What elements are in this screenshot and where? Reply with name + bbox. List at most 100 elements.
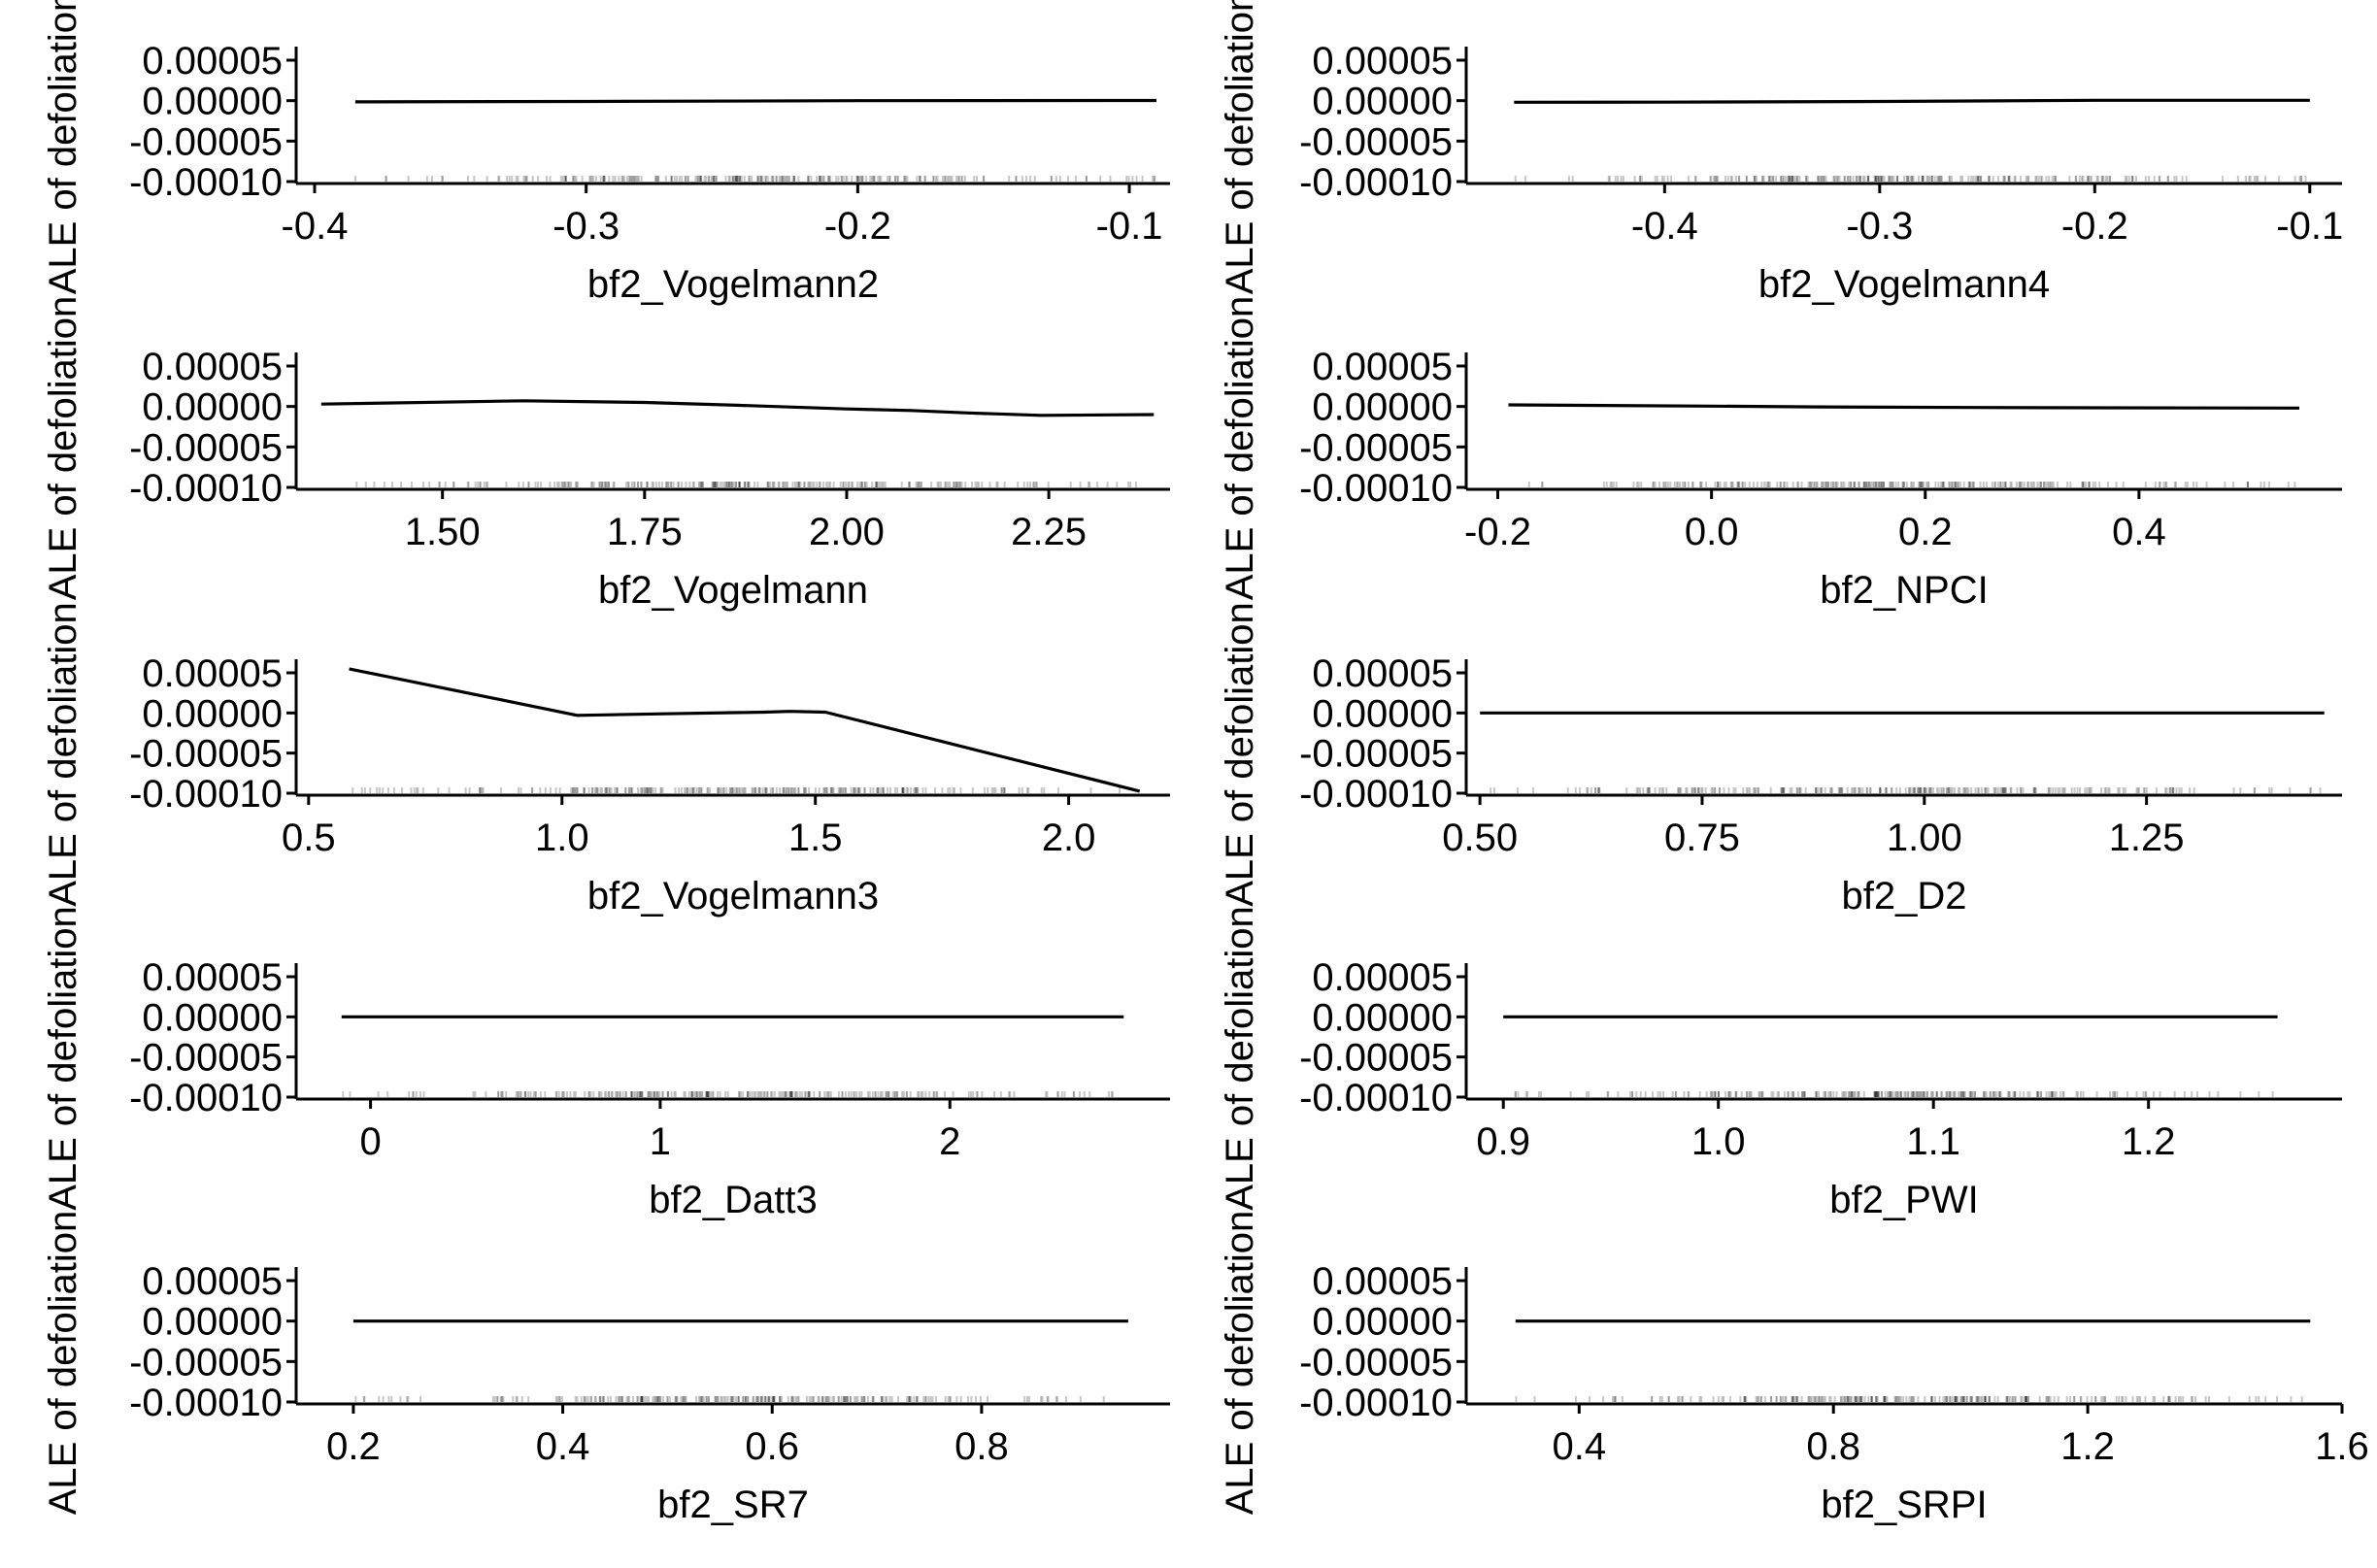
y-axis-title: ALE of defoliation <box>1219 602 1261 907</box>
x-tick-label: -0.4 <box>1631 205 1698 248</box>
y-tick-label: -0.00005 <box>1299 426 1453 469</box>
y-tick-label: -0.00005 <box>129 120 283 163</box>
y-axis-title: ALE of defoliation <box>1219 296 1261 601</box>
rug-marks <box>352 787 1121 793</box>
y-tick-label: -0.00005 <box>1299 733 1453 776</box>
y-tick-label: 0.00005 <box>1312 1260 1453 1303</box>
rug-marks <box>1527 482 2296 487</box>
x-axis-title: bf2_Vogelmann <box>598 569 868 612</box>
y-axis-title: ALE of defoliation <box>42 0 84 294</box>
y-tick-label: -0.00010 <box>1299 773 1453 816</box>
y-tick-label: -0.00010 <box>129 1382 283 1424</box>
x-tick-label: 1.75 <box>607 511 683 553</box>
rug-marks <box>1514 176 2307 182</box>
rug-marks <box>342 1091 1114 1097</box>
x-tick-label: 2 <box>939 1120 960 1163</box>
y-tick-label: 0.00005 <box>142 1260 283 1303</box>
y-tick-label: 0.00000 <box>142 1301 283 1344</box>
ale-series-line <box>354 98 1157 104</box>
y-axis-title: ALE of defoliation <box>42 1211 84 1516</box>
x-tick-label: 0.8 <box>954 1425 1009 1468</box>
y-tick-label: 0.00000 <box>1312 1301 1453 1344</box>
x-axis-title: bf2_PWI <box>1829 1179 1978 1221</box>
x-axis-title: bf2_SR7 <box>657 1484 809 1526</box>
y-tick-label: -0.00010 <box>1299 161 1453 204</box>
x-tick-label: 2.00 <box>809 511 885 553</box>
rug-marks <box>1514 1091 2274 1097</box>
y-tick-label: -0.00005 <box>129 426 283 469</box>
x-tick-label: -0.1 <box>1096 205 1163 248</box>
ale-series-line <box>349 667 1141 793</box>
y-tick-label: -0.00005 <box>1299 120 1453 163</box>
rug-marks <box>1515 1396 2303 1402</box>
ale-series-line <box>1508 403 2300 410</box>
y-axis-title: ALE of defoliation <box>1219 906 1261 1211</box>
x-tick-label: 2.0 <box>1042 817 1096 859</box>
x-tick-label: 1.2 <box>2122 1120 2176 1163</box>
x-tick-label: -0.2 <box>2061 205 2128 248</box>
y-tick-label: 0.00000 <box>1312 81 1453 123</box>
x-axis-title: bf2_Datt3 <box>649 1179 817 1221</box>
y-axis-title: ALE of defoliation <box>1219 1211 1261 1516</box>
x-tick-label: 1.0 <box>535 817 589 859</box>
x-tick-label: 0.5 <box>282 817 336 859</box>
x-axis-title: bf2_SRPI <box>1821 1484 1987 1526</box>
y-axis-title: ALE of defoliation <box>1219 0 1261 294</box>
x-tick-label: 0.75 <box>1664 817 1740 859</box>
x-tick-label: 1.2 <box>2060 1425 2115 1468</box>
x-tick-label: -0.2 <box>1464 511 1531 553</box>
x-tick-label: 1.50 <box>405 511 481 553</box>
y-tick-label: -0.00005 <box>1299 1341 1453 1384</box>
x-tick-label: 0.2 <box>1898 511 1953 553</box>
x-tick-label: 1.25 <box>2109 817 2185 859</box>
x-tick-label: 1.5 <box>788 817 843 859</box>
y-tick-label: -0.00005 <box>1299 1037 1453 1080</box>
y-tick-label: 0.00000 <box>1312 386 1453 429</box>
y-tick-label: 0.00000 <box>142 386 283 429</box>
y-tick-label: 0.00000 <box>142 81 283 123</box>
x-axis-title: bf2_Vogelmann3 <box>587 875 879 917</box>
y-tick-label: 0.00005 <box>142 652 283 695</box>
y-tick-label: -0.00010 <box>129 161 283 204</box>
y-axis-title: ALE of defoliation <box>42 906 84 1211</box>
y-tick-label: -0.00010 <box>1299 467 1453 510</box>
x-tick-label: -0.1 <box>2276 205 2343 248</box>
y-tick-label: 0.00005 <box>1312 956 1453 999</box>
y-tick-label: -0.00010 <box>129 773 283 816</box>
y-tick-label: 0.00005 <box>142 346 283 388</box>
y-tick-label: -0.00005 <box>129 1341 283 1384</box>
x-tick-label: 2.25 <box>1011 511 1087 553</box>
x-tick-label: -0.4 <box>282 205 349 248</box>
y-tick-label: -0.00010 <box>129 1077 283 1119</box>
y-tick-label: -0.00010 <box>1299 1077 1453 1119</box>
y-tick-label: -0.00005 <box>129 733 283 776</box>
x-tick-label: 1.00 <box>1887 817 1962 859</box>
x-axis-title: bf2_D2 <box>1842 875 1967 917</box>
y-tick-label: -0.00010 <box>129 467 283 510</box>
x-tick-label: 0.6 <box>745 1425 799 1468</box>
x-axis-title: bf2_NPCI <box>1820 569 1988 612</box>
x-tick-label: 0.0 <box>1685 511 1739 553</box>
x-tick-label: 0.8 <box>1806 1425 1860 1468</box>
x-tick-label: 0.9 <box>1476 1120 1530 1163</box>
ale-series-line <box>1514 98 2310 104</box>
x-tick-label: -0.2 <box>824 205 891 248</box>
x-tick-label: 0.50 <box>1442 817 1518 859</box>
y-tick-label: -0.00010 <box>1299 1382 1453 1424</box>
y-tick-label: -0.00005 <box>129 1037 283 1080</box>
y-tick-label: 0.00005 <box>142 40 283 83</box>
y-tick-label: 0.00005 <box>1312 652 1453 695</box>
y-tick-label: 0.00000 <box>142 996 283 1039</box>
x-tick-label: 0.4 <box>2112 511 2166 553</box>
x-axis-title: bf2_Vogelmann2 <box>587 263 879 306</box>
x-tick-label: 1.1 <box>1906 1120 1960 1163</box>
x-axis-title: bf2_Vogelmann4 <box>1758 263 2050 306</box>
